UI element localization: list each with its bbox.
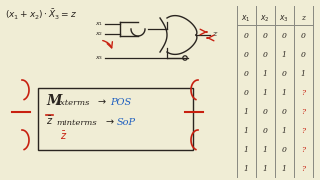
Text: 0: 0 <box>263 32 268 40</box>
Text: 0: 0 <box>282 108 286 116</box>
Text: 0: 0 <box>244 51 248 59</box>
Text: $x_3$: $x_3$ <box>279 13 289 24</box>
Text: minterms: minterms <box>56 119 97 127</box>
Text: 0: 0 <box>244 89 248 97</box>
Text: z: z <box>212 30 216 38</box>
Text: 1: 1 <box>282 51 286 59</box>
Text: 0: 0 <box>282 32 286 40</box>
Text: $x_3$: $x_3$ <box>95 54 103 62</box>
Text: 1: 1 <box>263 89 268 97</box>
Text: →: → <box>98 97 106 107</box>
Text: ?: ? <box>301 165 305 173</box>
Text: ?: ? <box>301 108 305 116</box>
Text: 0: 0 <box>263 108 268 116</box>
Text: $x_1$: $x_1$ <box>95 20 103 28</box>
Text: 1: 1 <box>263 165 268 173</box>
Text: 1: 1 <box>282 89 286 97</box>
Text: $x_2$: $x_2$ <box>260 13 270 24</box>
Text: 0: 0 <box>263 127 268 135</box>
Text: 1: 1 <box>244 165 248 173</box>
Text: 1: 1 <box>282 165 286 173</box>
Text: 0: 0 <box>244 70 248 78</box>
Text: 1: 1 <box>244 127 248 135</box>
Text: 1: 1 <box>263 70 268 78</box>
Text: →: → <box>105 117 113 127</box>
Text: M: M <box>46 94 61 108</box>
Text: $x_1$: $x_1$ <box>241 13 251 24</box>
Text: $x_2$: $x_2$ <box>95 30 103 38</box>
FancyBboxPatch shape <box>38 88 193 150</box>
Text: 0: 0 <box>282 146 286 154</box>
Text: ?: ? <box>301 89 305 97</box>
Text: ?: ? <box>301 146 305 154</box>
Text: $\bar{z}$: $\bar{z}$ <box>60 130 67 142</box>
Text: 1: 1 <box>282 127 286 135</box>
Text: $(x_1+x_2)\cdot\bar{X}_3 = z$: $(x_1+x_2)\cdot\bar{X}_3 = z$ <box>5 7 77 21</box>
Text: 0: 0 <box>300 51 305 59</box>
Text: z: z <box>301 14 305 22</box>
Text: $\bar{z}$: $\bar{z}$ <box>46 115 53 127</box>
Text: 1: 1 <box>263 146 268 154</box>
Text: POS: POS <box>110 98 131 107</box>
Text: axterms: axterms <box>56 99 90 107</box>
Text: ?: ? <box>301 127 305 135</box>
Text: 0: 0 <box>244 32 248 40</box>
Text: 0: 0 <box>263 51 268 59</box>
Text: 0: 0 <box>282 70 286 78</box>
Text: 1: 1 <box>244 108 248 116</box>
Text: 0: 0 <box>300 32 305 40</box>
Text: 1: 1 <box>244 146 248 154</box>
Text: SoP: SoP <box>117 118 136 127</box>
Text: 1: 1 <box>300 70 305 78</box>
